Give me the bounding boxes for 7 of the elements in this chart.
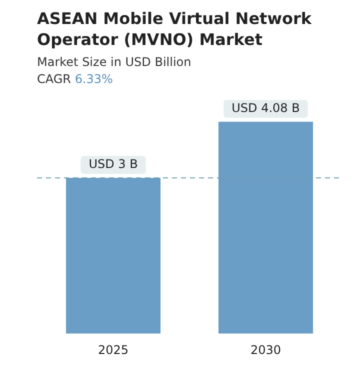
x-tick-label: 2030 [250, 342, 282, 357]
x-tick-label: 2025 [98, 342, 129, 357]
chart-title: ASEAN Mobile Virtual Network Operator (MVNO) Market [37, 8, 313, 50]
data-label: USD 3 B [88, 156, 138, 171]
text: CAGR 6.33% [37, 72, 114, 86]
data-label: USD 4.08 B [232, 100, 300, 115]
chart-subtitle: Market Size in USD Billion [37, 55, 192, 69]
